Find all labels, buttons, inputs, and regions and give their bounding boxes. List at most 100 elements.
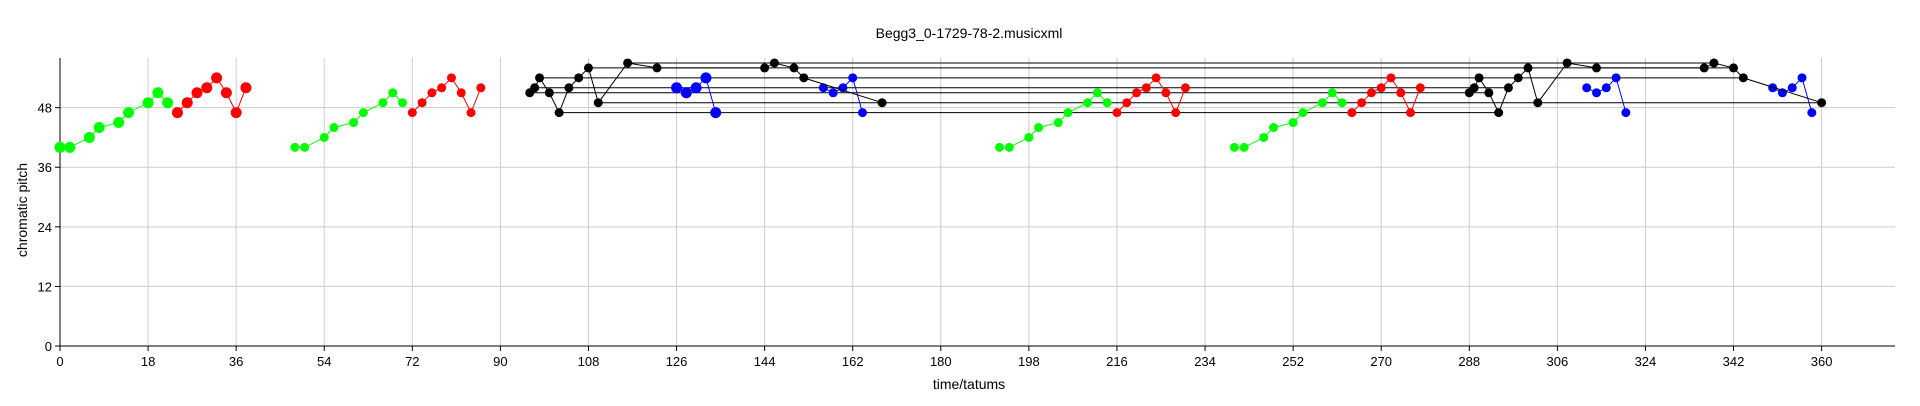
black-note-point	[769, 58, 779, 68]
x-tick-label: 72	[405, 354, 419, 369]
green-series	[290, 88, 408, 152]
x-tick-label: 306	[1547, 354, 1569, 369]
black-note-point	[1494, 108, 1504, 118]
red-note-point	[191, 87, 203, 99]
black-note-point	[1592, 63, 1602, 73]
green-note-point	[64, 141, 76, 153]
green-note-point	[1239, 142, 1249, 152]
grid-layer	[60, 58, 1895, 346]
blue-note-point	[710, 107, 722, 119]
red-note-point	[476, 83, 486, 93]
black-note-point	[789, 63, 799, 73]
y-tick-label: 12	[38, 279, 52, 294]
x-tick-label: 108	[578, 354, 600, 369]
red-series	[171, 72, 252, 119]
black-note-point	[1533, 98, 1543, 108]
blue-note-point	[858, 108, 868, 118]
black-note-point	[1699, 63, 1709, 73]
axis-layer: 0 18 36 54 72 90 108 126 144 162 180 198 216 234 252 27…	[38, 58, 1895, 369]
green-note-point	[1092, 88, 1102, 98]
black-note-point	[877, 98, 887, 108]
green-note-point	[388, 88, 398, 98]
blue-note-point	[671, 82, 683, 94]
black-note-point	[1474, 73, 1484, 83]
green-note-point	[995, 142, 1005, 152]
x-tick-label: 0	[56, 354, 63, 369]
blue-note-point	[1621, 108, 1631, 118]
black-note-point	[1738, 73, 1748, 83]
red-note-point	[1347, 108, 1357, 118]
red-note-point	[446, 73, 456, 83]
y-tick-label: 36	[38, 160, 52, 175]
green-note-point	[1004, 142, 1014, 152]
black-note-point	[799, 73, 809, 83]
black-series-line	[529, 62, 883, 114]
red-note-point	[1161, 88, 1171, 98]
red-note-point	[1180, 83, 1190, 93]
red-series	[407, 73, 486, 118]
black-note-point	[530, 83, 540, 93]
black-note-point	[574, 73, 584, 83]
blue-note-point	[1787, 83, 1797, 93]
blue-note-point	[680, 87, 692, 99]
red-series	[1112, 73, 1190, 118]
green-note-point	[398, 98, 408, 108]
black-note-point	[760, 63, 770, 73]
red-note-point	[171, 107, 183, 119]
red-note-point	[1171, 108, 1181, 118]
green-note-point	[1024, 132, 1034, 142]
blue-note-point	[1592, 88, 1602, 98]
red-note-point	[240, 82, 252, 94]
x-axis-label: time/tatums	[933, 376, 1005, 392]
blue-note-point	[700, 72, 712, 84]
red-note-point	[1406, 108, 1416, 118]
black-note-point	[535, 73, 545, 83]
red-note-point	[1151, 73, 1161, 83]
green-note-point	[1327, 88, 1337, 98]
red-note-point	[1122, 98, 1132, 108]
blue-note-point	[828, 88, 838, 98]
x-tick-label: 216	[1106, 354, 1128, 369]
blue-note-point	[1601, 83, 1611, 93]
black-note-point	[583, 63, 593, 73]
black-note-point	[652, 63, 662, 73]
y-tick-label: 48	[38, 101, 52, 116]
red-note-point	[466, 108, 476, 118]
green-note-point	[1229, 142, 1239, 152]
x-tick-label: 234	[1194, 354, 1216, 369]
green-note-point	[152, 87, 164, 99]
x-tick-label: 198	[1018, 354, 1040, 369]
green-note-point	[1063, 108, 1073, 118]
x-tick-label: 288	[1458, 354, 1480, 369]
sustain-lines-layer	[529, 62, 1822, 114]
y-axis-label: chromatic pitch	[14, 163, 30, 257]
blue-note-point	[1582, 83, 1592, 93]
blue-note-point	[818, 83, 828, 93]
green-note-point	[1083, 98, 1093, 108]
black-series	[1464, 58, 1827, 118]
black-series-line	[1468, 62, 1822, 114]
x-tick-label: 54	[317, 354, 331, 369]
red-note-point	[1386, 73, 1396, 83]
red-note-point	[456, 88, 466, 98]
green-note-point	[290, 142, 300, 152]
red-note-point	[1357, 98, 1367, 108]
green-note-point	[329, 123, 339, 133]
x-tick-label: 180	[930, 354, 952, 369]
green-series	[995, 88, 1112, 152]
green-note-point	[162, 97, 174, 109]
green-note-point	[123, 107, 135, 119]
black-note-point	[623, 58, 633, 68]
blue-note-point	[1807, 108, 1817, 118]
black-note-point	[1817, 98, 1827, 108]
black-note-point	[1513, 73, 1523, 83]
black-note-point	[593, 98, 603, 108]
black-note-point	[1469, 83, 1479, 93]
green-note-point	[113, 117, 125, 129]
black-note-point	[554, 108, 564, 118]
green-note-point	[1317, 98, 1327, 108]
x-tick-label: 360	[1811, 354, 1833, 369]
blue-note-point	[1768, 83, 1778, 93]
y-tick-label: 0	[45, 339, 52, 354]
